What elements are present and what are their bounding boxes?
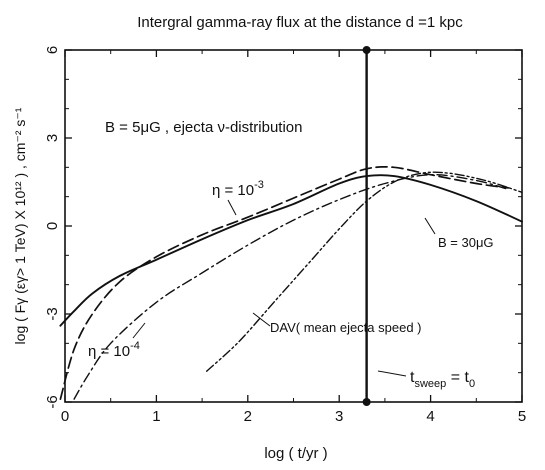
- annotation-main: B = 5μG , ejecta ν-distribution: [105, 119, 302, 136]
- label-tsweep-eq: = t: [446, 369, 469, 386]
- leader-b30: [424, 217, 436, 235]
- x-tick-label: 2: [244, 408, 252, 425]
- x-axis-ticks: 0 1 2 3 4 5: [61, 50, 526, 425]
- y-axis-ticks: -6 -3 0 3 6: [44, 46, 522, 409]
- x-axis-label: log ( t/yr ): [264, 445, 327, 462]
- label-tsweep-t: t: [410, 369, 415, 386]
- label-eta-4-main: η = 10: [88, 343, 130, 360]
- label-dav: DAV( mean ejecta speed ): [252, 312, 422, 335]
- label-eta-4: η = 10-4: [88, 322, 146, 360]
- series-line-solid: [59, 174, 523, 327]
- label-b30: B = 30μG: [424, 217, 494, 250]
- leader-eta-4: [132, 322, 146, 339]
- x-tick-label: 3: [335, 408, 343, 425]
- x-tick-label: 4: [426, 408, 434, 425]
- sweep-marker-bottom: [362, 398, 371, 406]
- chart-title: Intergral gamma-ray flux at the distance…: [137, 14, 463, 31]
- label-dav-text: DAV( mean ejecta speed ): [270, 320, 422, 335]
- label-tsweep-sub2: 0: [469, 378, 475, 390]
- y-tick-label: -3: [44, 307, 61, 320]
- series-line-dashed: [59, 166, 510, 400]
- label-eta-4-exp: -4: [130, 340, 140, 352]
- label-eta-3-exp: -3: [254, 179, 264, 191]
- y-tick-label: 6: [44, 46, 61, 54]
- x-tick-label: 5: [518, 408, 526, 425]
- label-tsweep-sub1: sweep: [414, 378, 446, 390]
- y-tick-label: -6: [44, 395, 61, 408]
- y-axis-label: log ( Fγ (εγ> 1 TeV) X 10¹² ) , cm⁻² s⁻¹: [12, 107, 28, 344]
- leader-dav: [252, 312, 271, 327]
- label-b30-text: B = 30μG: [438, 235, 494, 250]
- series-line-dash-dot-dot: [206, 171, 523, 372]
- y-tick-label: 0: [44, 222, 61, 230]
- x-tick-label: 0: [61, 408, 69, 425]
- svg-text:η = 10-3: η = 10-3: [212, 179, 264, 199]
- y-tick-label: 3: [44, 134, 61, 142]
- sweep-marker-top: [362, 46, 371, 54]
- sweep-line-group: [362, 46, 371, 406]
- series-line-dash-dot: [73, 173, 509, 400]
- leader-tsweep: [377, 370, 407, 377]
- series-layer: [59, 166, 523, 400]
- label-tsweep: tsweep = t0: [377, 369, 475, 390]
- label-eta-3: η = 10-3: [212, 179, 264, 216]
- leader-eta-3: [227, 199, 237, 216]
- svg-text:tsweep = t0: tsweep = t0: [410, 369, 475, 390]
- label-eta-3-main: η = 10: [212, 182, 254, 199]
- x-tick-label: 1: [152, 408, 160, 425]
- svg-text:η = 10-4: η = 10-4: [88, 340, 140, 360]
